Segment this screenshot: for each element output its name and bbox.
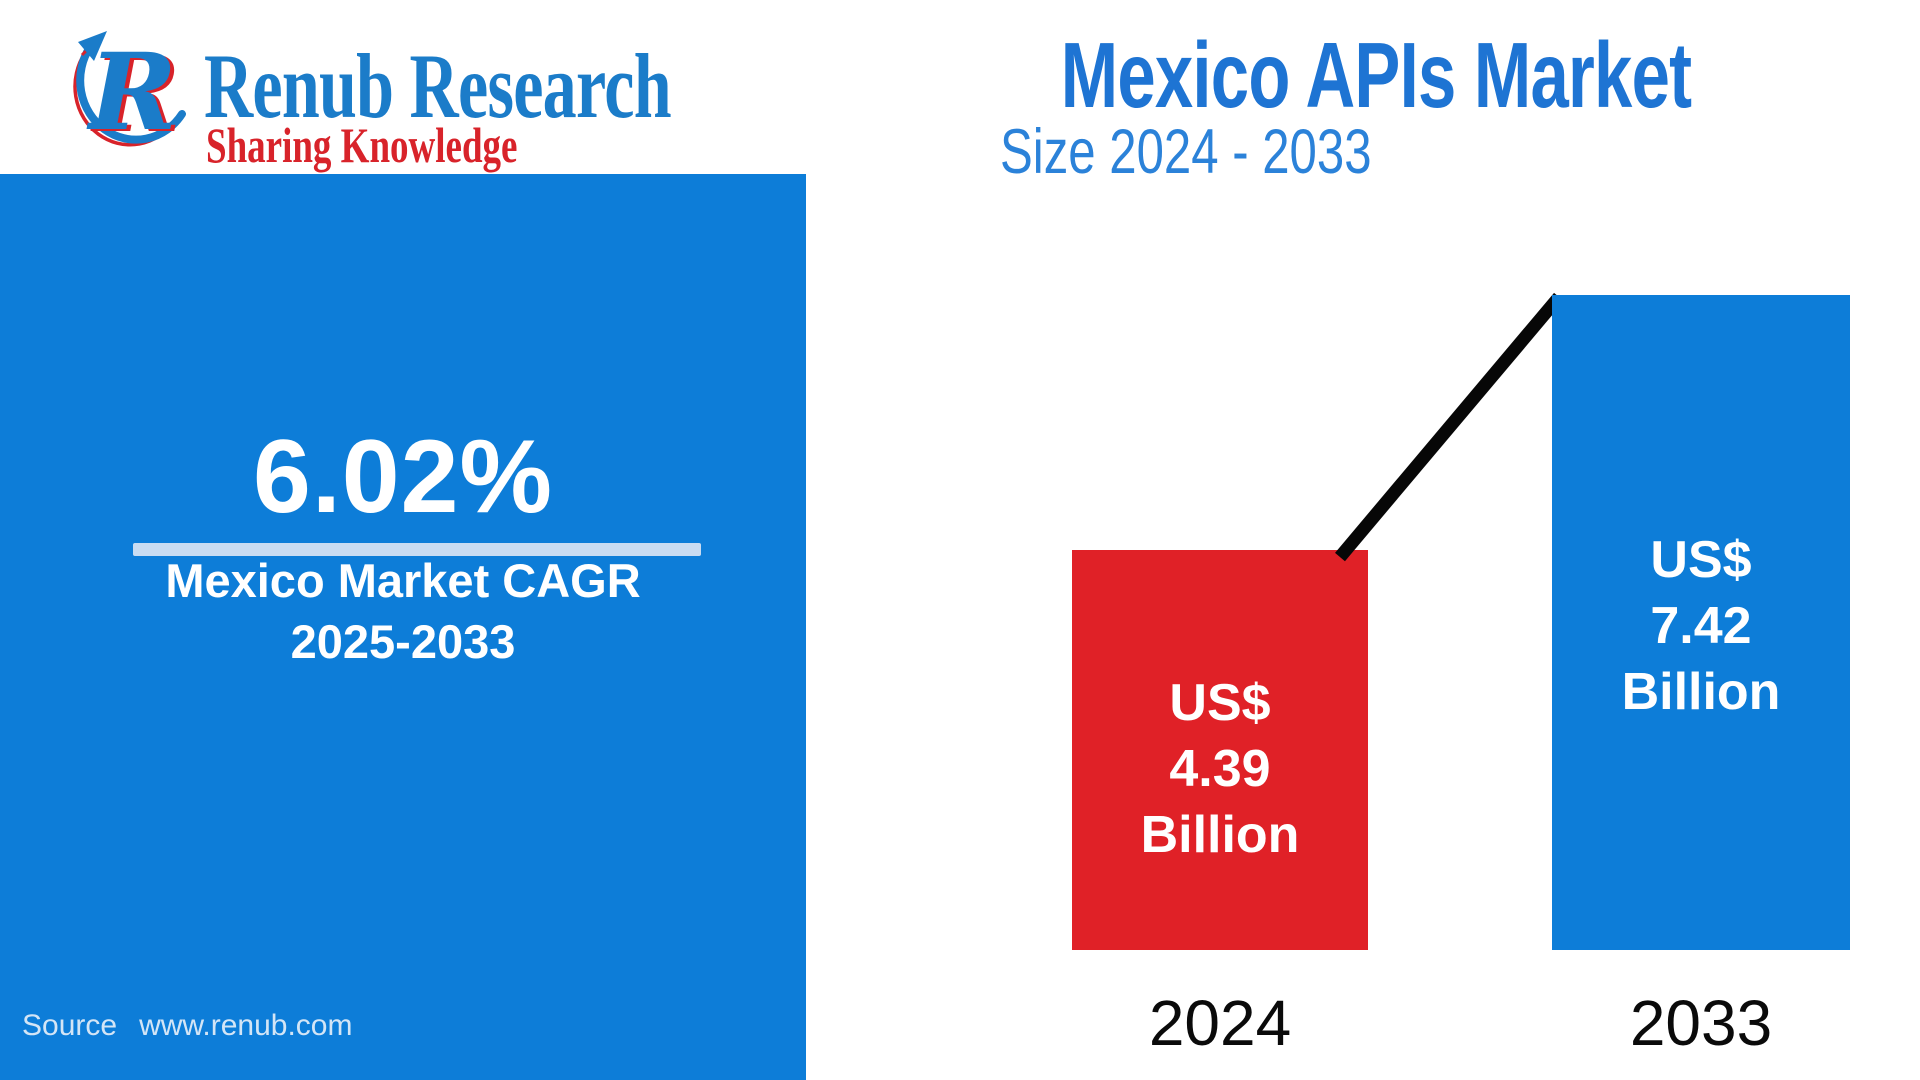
cagr-divider xyxy=(133,543,701,556)
chart-title-block: Mexico APIs Market xyxy=(950,23,1770,127)
bar-2033-line1: US$ xyxy=(1650,530,1752,589)
cagr-panel: 6.02% Mexico Market CAGR 2025-2033 Sourc… xyxy=(0,174,806,1080)
logo-letter-shadow: R xyxy=(90,31,181,156)
source-line: Source www.renub.com xyxy=(22,1009,352,1043)
cagr-caption-line2: 2025-2033 xyxy=(290,615,516,668)
bar-2024: US$ 4.39 Billion xyxy=(1072,550,1368,950)
bar-2033: US$ 7.42 Billion xyxy=(1552,295,1850,950)
bar-2033-line3: Billion xyxy=(1621,662,1781,721)
cagr-value: 6.02% xyxy=(253,419,553,535)
axis-label-2033: 2033 xyxy=(1629,987,1773,1059)
chart-subtitle: Size 2024 - 2033 xyxy=(1000,117,1372,187)
source-label: Source xyxy=(22,1009,118,1042)
logo-arrowhead-icon xyxy=(78,31,107,61)
logo-letter: R xyxy=(86,29,177,154)
bar-2024-line3: Billion xyxy=(1140,806,1300,864)
bar-2033-line2: 7.42 xyxy=(1650,596,1752,655)
growth-connector-line xyxy=(1335,292,1564,562)
brand-name: Renub Research xyxy=(204,35,672,137)
axis-label-2024: 2024 xyxy=(1148,987,1292,1059)
renub-logo-icon: R R xyxy=(73,29,186,156)
bar-2033-value-label: US$ 7.42 Billion xyxy=(1622,527,1781,725)
cagr-caption-line1: Mexico Market CAGR xyxy=(165,554,641,607)
bar-2024-line2: 4.39 xyxy=(1169,740,1271,798)
bar-2024-value-label: US$ 4.39 Billion xyxy=(1141,670,1300,868)
source-url: www.renub.com xyxy=(139,1009,353,1042)
logo-swoosh-blue xyxy=(76,43,186,144)
cagr-caption: Mexico Market CAGR 2025-2033 xyxy=(0,550,806,672)
bar-2024-line1: US$ xyxy=(1169,674,1271,732)
brand-tagline: Sharing Knowledge xyxy=(206,117,518,173)
chart-title: Mexico APIs Market xyxy=(1060,23,1692,127)
